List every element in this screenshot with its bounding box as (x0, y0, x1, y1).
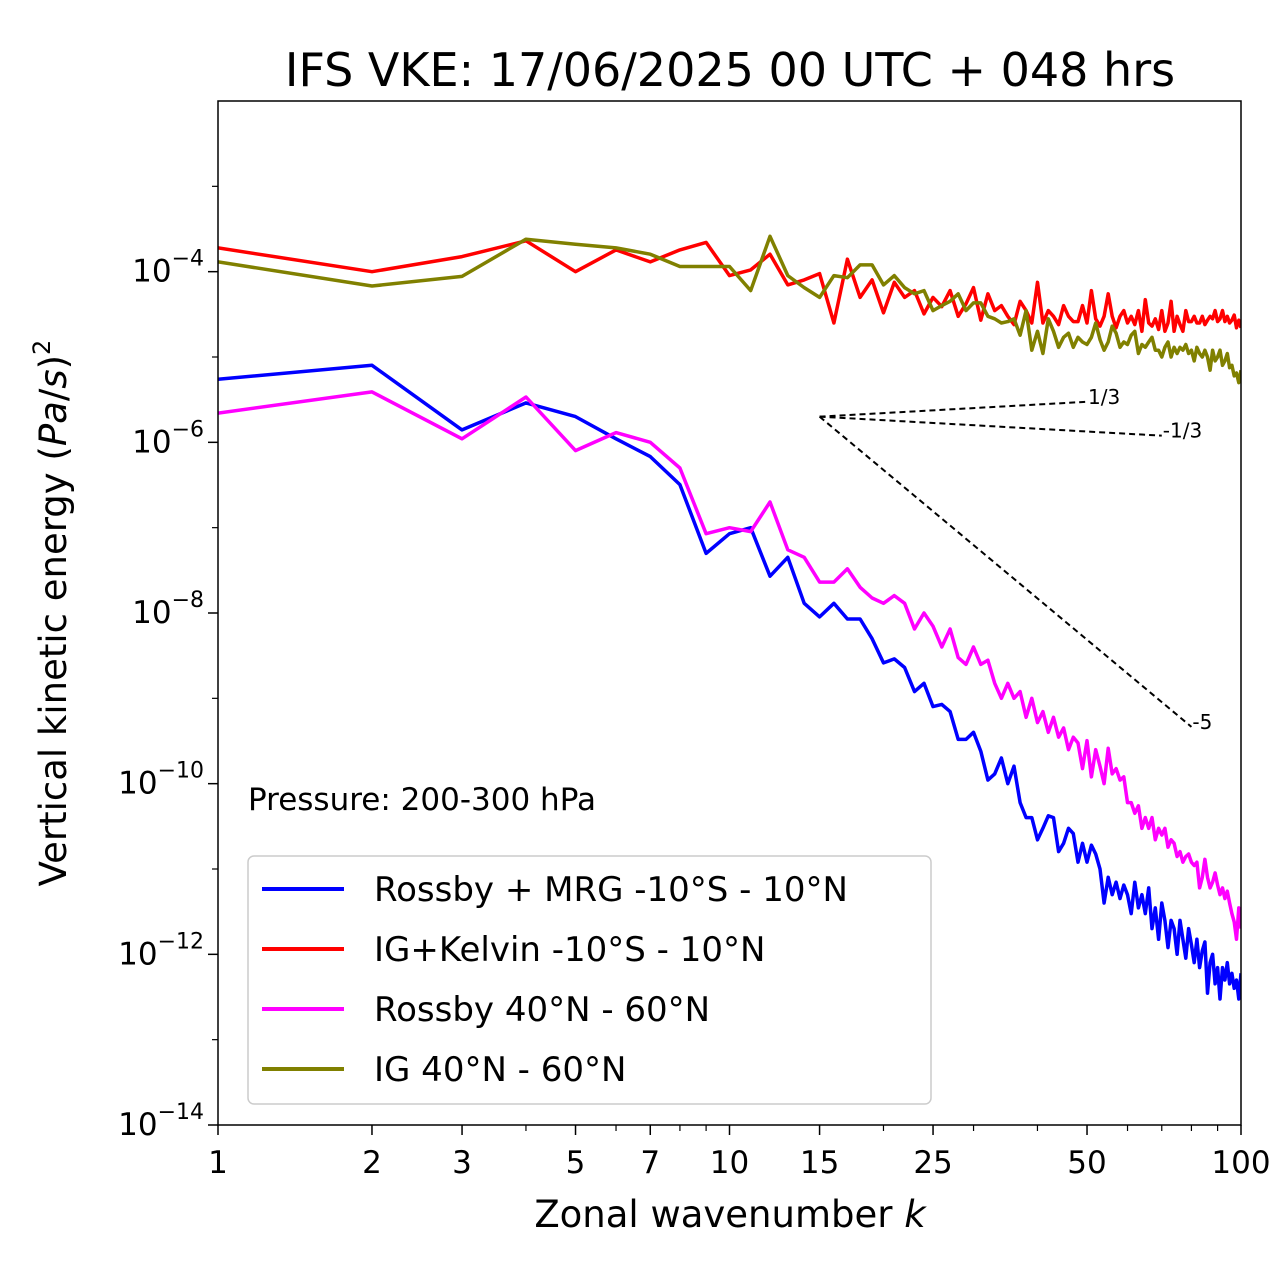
plot-frame (217, 100, 1242, 1126)
y-tick-label: 10−8 (132, 588, 204, 631)
x-tick-label: 10 (710, 1145, 749, 1181)
legend-item-ig-kelvin-10-s-10-n: IG+Kelvin -10°S - 10°N (262, 930, 765, 970)
legend-label: IG+Kelvin -10°S - 10°N (374, 930, 765, 970)
series-line-ig-kelvin-10-s-10-n (218, 239, 1241, 334)
legend-item-rossby-40-n-60-n: Rossby 40°N - 60°N (262, 990, 710, 1030)
chart-title: IFS VKE: 17/06/2025 00 UTC + 048 hrs (285, 43, 1175, 97)
series-layer (218, 234, 1241, 1001)
legend: Rossby + MRG -10°S - 10°N IG+Kelvin -10°S… (247, 855, 932, 1105)
series-line-rossby-mrg-10-s-10-n (218, 363, 1241, 1001)
slope-line-5 (818, 415, 1193, 728)
series-line-rossby-40-n-60-n (218, 390, 1241, 942)
axis-ticks: 1 2 3 5 7 10 15 25 50 100 10−4 10−6 10−8 10−10 10−12 10… (118, 185, 1271, 1181)
reference-slopes: 1/3 -1/3 -5 (818, 385, 1212, 734)
x-tick-label: 7 (640, 1145, 660, 1181)
x-tick-label: 25 (913, 1145, 952, 1181)
legend-label: IG 40°N - 60°N (374, 1050, 626, 1090)
x-tick-label: 100 (1211, 1145, 1270, 1181)
pressure-annotation: Pressure: 200-300 hPa (248, 782, 596, 818)
legend-item-rossby-mrg-10-s-10-n: Rossby + MRG -10°S - 10°N (262, 870, 848, 910)
y-tick-label: 10−10 (118, 759, 204, 802)
slope-label-1-3: -1/3 (1163, 419, 1202, 443)
y-tick-label: 10−6 (132, 417, 204, 460)
slope-line-1-3 (819, 415, 1162, 437)
slope-label-1-3: 1/3 (1088, 385, 1120, 409)
x-tick-label: 50 (1067, 1145, 1106, 1181)
y-tick-label: 10−12 (118, 929, 204, 972)
x-tick-label: 2 (362, 1145, 382, 1181)
legend-label: Rossby 40°N - 60°N (374, 990, 710, 1030)
y-tick-label: 10−14 (118, 1100, 204, 1143)
slope-line-1-3 (819, 400, 1088, 418)
slope-label-5: -5 (1192, 710, 1212, 734)
legend-box (247, 855, 932, 1105)
x-tick-label: 15 (800, 1145, 839, 1181)
series-line-ig-40-n-60-n (218, 234, 1241, 385)
y-tick-label: 10−4 (132, 247, 204, 290)
x-tick-label: 3 (452, 1145, 472, 1181)
legend-item-ig-40-n-60-n: IG 40°N - 60°N (262, 1050, 626, 1090)
x-tick-label: 5 (566, 1145, 586, 1181)
x-axis-label: Zonal wavenumber k (534, 1193, 927, 1236)
legend-label: Rossby + MRG -10°S - 10°N (374, 870, 848, 910)
x-tick-label: 1 (208, 1145, 228, 1181)
y-axis-label: Vertical kinetic energy (Pa/s)2 (28, 340, 75, 887)
